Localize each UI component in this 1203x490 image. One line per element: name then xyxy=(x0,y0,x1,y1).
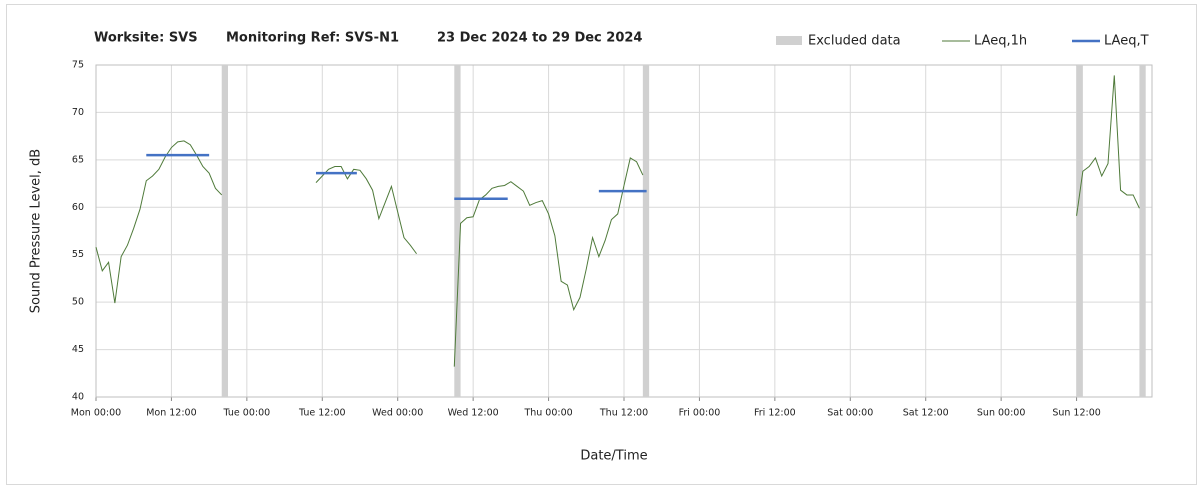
y-tick-label: 45 xyxy=(72,344,84,355)
x-tick-label: Thu 12:00 xyxy=(599,408,648,419)
x-tick-label: Tue 00:00 xyxy=(223,408,271,419)
excluded-band xyxy=(221,65,228,397)
plot-frame xyxy=(95,64,1153,398)
y-tick-label: 40 xyxy=(72,392,84,403)
x-tick-label: Sat 00:00 xyxy=(827,408,873,419)
x-tick-label: Wed 12:00 xyxy=(448,408,499,419)
legend-label: LAeq,1h xyxy=(974,34,1027,49)
x-axis-label: Date/Time xyxy=(580,449,647,464)
title-worksite: Worksite: SVS xyxy=(94,31,198,46)
series-line xyxy=(95,75,1140,367)
excluded-band xyxy=(1076,65,1083,397)
excluded-band xyxy=(1139,65,1146,397)
x-tick-label: Mon 12:00 xyxy=(146,408,196,419)
y-tick-label: 60 xyxy=(72,202,84,213)
y-tick-label: 55 xyxy=(72,249,84,260)
y-axis-label: Sound Pressure Level, dB xyxy=(29,149,44,313)
x-tick-label: Fri 12:00 xyxy=(754,408,796,419)
x-tick-label: Fri 00:00 xyxy=(679,408,721,419)
excluded-band xyxy=(642,65,650,397)
title-dates: 23 Dec 2024 to 29 Dec 2024 xyxy=(437,31,642,46)
y-tick-label: 50 xyxy=(72,297,84,308)
x-tick-label: Sun 00:00 xyxy=(977,408,1025,419)
x-tick-label: Sun 12:00 xyxy=(1052,408,1100,419)
y-tick-label: 65 xyxy=(72,154,84,165)
legend-label: LAeq,T xyxy=(1104,34,1149,49)
y-tick-label: 70 xyxy=(72,107,84,118)
legend-label: Excluded data xyxy=(808,34,901,49)
x-tick-label: Thu 00:00 xyxy=(523,408,572,419)
excluded-band xyxy=(454,65,461,397)
series-line xyxy=(146,153,647,200)
x-tick-label: Sat 12:00 xyxy=(903,408,949,419)
chart-border xyxy=(6,4,1197,485)
x-tick-label: Tue 12:00 xyxy=(298,408,346,419)
title-ref: Monitoring Ref: SVS-N1 xyxy=(226,31,399,46)
legend-swatch xyxy=(776,36,802,45)
y-tick-label: 75 xyxy=(72,60,84,71)
x-tick-label: Wed 00:00 xyxy=(372,408,423,419)
x-tick-label: Mon 00:00 xyxy=(71,408,121,419)
